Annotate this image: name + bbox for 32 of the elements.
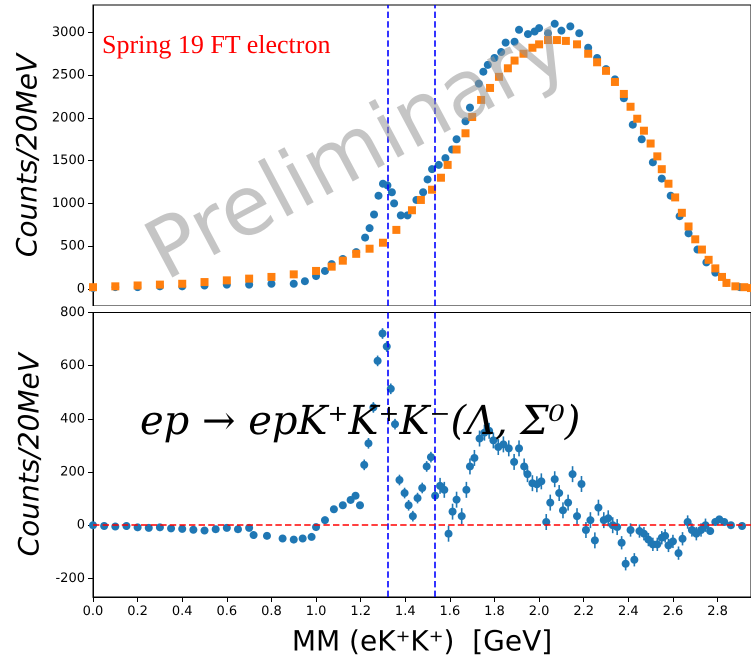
y-tick-label: 500 (60, 238, 85, 254)
annotation: ep → epK⁺K⁺K⁻(Λ, Σ⁰) (140, 398, 580, 444)
y-tick-label: 400 (60, 411, 85, 426)
x-tick-label: 2.6 (662, 604, 684, 619)
x-tick-label: 0.2 (127, 604, 148, 619)
y-tick-label: 200 (60, 464, 85, 480)
x-tick-label: 0.8 (261, 604, 282, 619)
x-tick-label: 2.8 (707, 604, 728, 619)
x-tick-label: 1.8 (484, 604, 505, 619)
x-tick-label: 2.4 (618, 604, 639, 619)
x-tick-label: 1.4 (394, 604, 416, 619)
x-tick-label: 1.2 (350, 604, 372, 619)
y-tick-label: 2500 (52, 68, 85, 83)
y-tick-label: 1500 (52, 153, 85, 168)
x-tick-label: 0.6 (216, 604, 238, 619)
y-axis-title: Counts/20MeV (10, 52, 44, 258)
y-tick-label: 3000 (52, 24, 85, 40)
x-axis-title: MM (eK⁺K⁺) [GeV] (292, 624, 552, 658)
y-tick-label: 0 (76, 518, 85, 533)
y-tick-label: -200 (55, 570, 85, 586)
y-tick-label: 1000 (52, 196, 85, 211)
x-tick-label: 1.6 (440, 604, 460, 619)
x-tick-label: 0.4 (172, 604, 193, 619)
y-tick-label: 600 (60, 358, 85, 374)
y-tick-label: 2000 (52, 110, 85, 126)
x-tick-label: 2.2 (573, 604, 594, 619)
x-tick-label: 0.0 (82, 604, 104, 619)
y-axis-title: Counts/20MeV (12, 351, 46, 556)
y-tick-label: 800 (60, 305, 85, 320)
y-tick-label: 0 (76, 281, 85, 296)
x-tick-label: 1.0 (306, 604, 326, 619)
x-tick-label: 2.0 (528, 604, 550, 619)
